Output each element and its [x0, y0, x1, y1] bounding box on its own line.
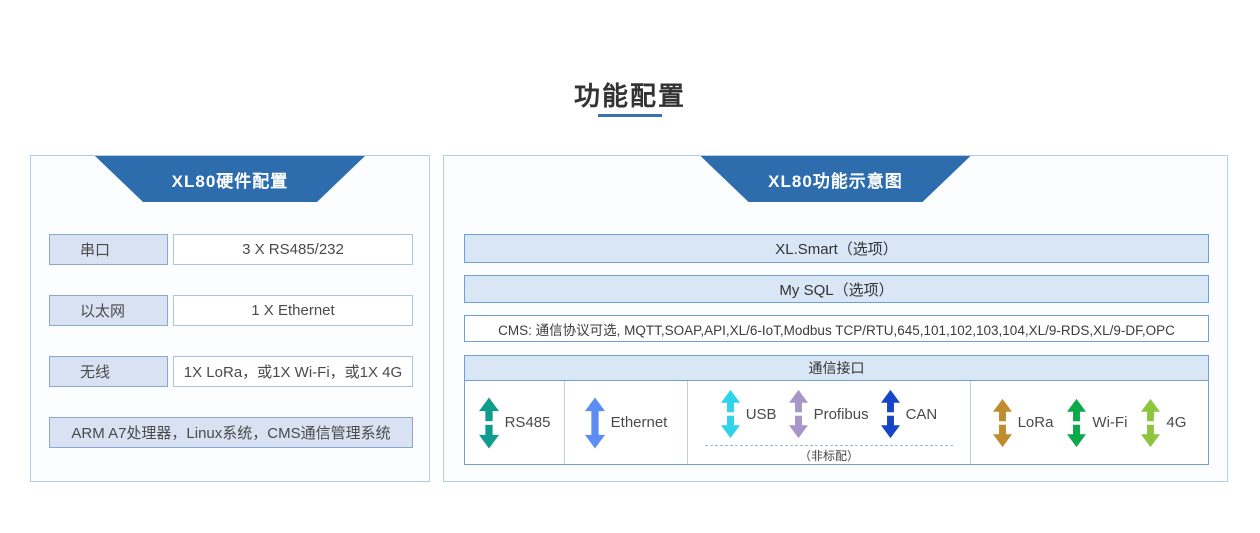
- interface-label: 4G: [1166, 414, 1187, 431]
- interface-label: CAN: [905, 405, 938, 423]
- interface-label: Wi-Fi: [1092, 414, 1128, 431]
- updown-arrow-icon: [788, 389, 808, 439]
- updown-arrow-icon: [992, 398, 1012, 447]
- row-label-box: 无线: [49, 356, 168, 387]
- interface-arrow-row: USB Profibus: [720, 387, 938, 441]
- interface-cell-nonstandard: USB Profibus: [687, 381, 970, 464]
- row-value-box: 3 X RS485/232: [173, 234, 413, 265]
- page-title: 功能配置: [573, 81, 686, 111]
- interface-item: Ethernet: [584, 396, 668, 450]
- updown-arrow-icon: [478, 397, 499, 448]
- hardware-panel-header-ribbon: XL80硬件配置: [95, 156, 365, 202]
- interface-table-body: RS485 Ethernet: [465, 381, 1208, 464]
- hardware-panel: XL80硬件配置 串口 3 X RS485/232 以太网 1 X Ethern…: [30, 155, 430, 482]
- hardware-row-serial: 串口 3 X RS485/232: [31, 234, 429, 265]
- row-label-box: 以太网: [49, 295, 168, 326]
- function-panel-header-ribbon: XL80功能示意图: [701, 156, 971, 202]
- non-standard-note: （非标配）: [798, 449, 859, 463]
- interface-item: RS485: [478, 396, 551, 450]
- title-underline: [598, 114, 662, 117]
- interface-label: Profibus: [813, 405, 869, 423]
- interface-table-header: 通信接口: [465, 356, 1208, 381]
- updown-arrow-icon: [1141, 398, 1161, 447]
- updown-arrow-icon: [720, 389, 740, 439]
- interface-cell-wireless: LoRa Wi-Fi 4G: [970, 381, 1208, 464]
- updown-arrow-icon: [1067, 398, 1087, 447]
- interface-label: LoRa: [1017, 414, 1054, 431]
- hardware-row-ethernet: 以太网 1 X Ethernet: [31, 295, 429, 326]
- interface-label: RS485: [504, 414, 551, 431]
- interface-label: USB: [745, 405, 777, 423]
- interface-item: Wi-Fi: [1067, 397, 1127, 449]
- interface-item: LoRa: [992, 397, 1054, 449]
- row-value-box: 1 X Ethernet: [173, 295, 413, 326]
- interface-table: 通信接口 RS485: [464, 355, 1209, 465]
- updown-arrow-icon: [584, 397, 605, 448]
- interface-item: 4G: [1141, 397, 1186, 449]
- function-panel: XL80功能示意图 XL.Smart（选项） My SQL（选项） CMS: 通…: [443, 155, 1228, 482]
- interface-item: Profibus: [788, 388, 869, 440]
- option-bar-mysql: My SQL（选项）: [464, 275, 1209, 303]
- interface-item: CAN: [880, 388, 938, 440]
- dashed-separator: [705, 445, 953, 446]
- interface-label: Ethernet: [610, 414, 668, 431]
- interface-cell-rs485: RS485: [465, 381, 564, 464]
- row-label-box: 串口: [49, 234, 168, 265]
- interface-cell-ethernet: Ethernet: [564, 381, 687, 464]
- interface-item: USB: [720, 388, 777, 440]
- row-value-box: 1X LoRa，或1X Wi-Fi，或1X 4G: [173, 356, 413, 387]
- cms-protocol-bar: CMS: 通信协议可选, MQTT,SOAP,API,XL/6-IoT,Modb…: [464, 315, 1209, 342]
- hardware-row-wireless: 无线 1X LoRa，或1X Wi-Fi，或1X 4G: [31, 356, 429, 387]
- hardware-footer-box: ARM A7处理器，Linux系统，CMS通信管理系统: [49, 417, 413, 448]
- option-bar-xlsmart: XL.Smart（选项）: [464, 234, 1209, 263]
- updown-arrow-icon: [880, 389, 900, 439]
